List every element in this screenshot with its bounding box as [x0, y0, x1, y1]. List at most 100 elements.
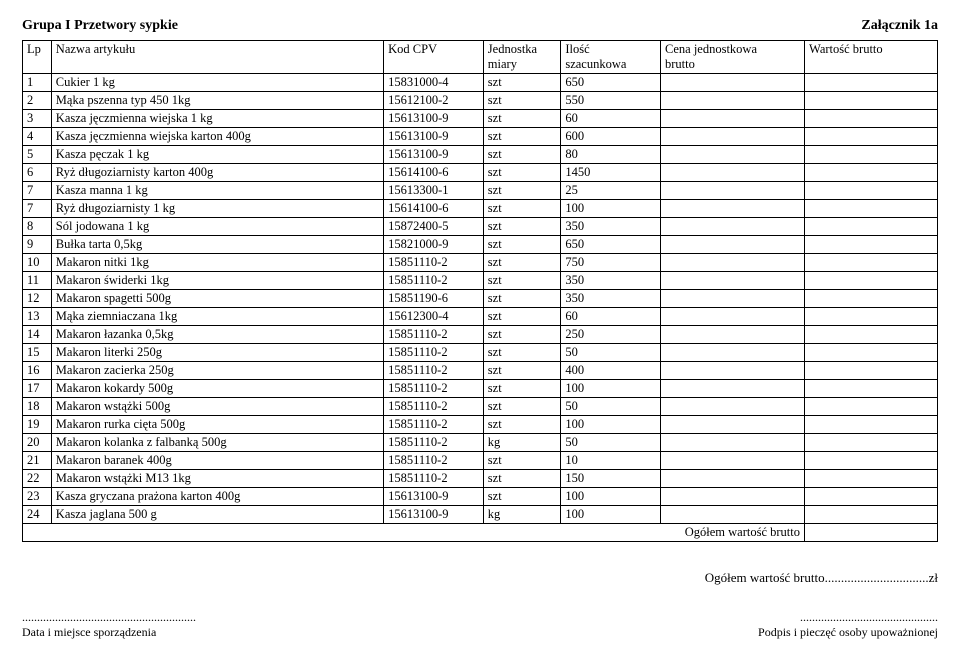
cell-unit: szt — [483, 236, 561, 254]
cell-value — [805, 488, 938, 506]
cell-price — [661, 128, 805, 146]
cell-price — [661, 92, 805, 110]
cell-lp: 16 — [23, 362, 52, 380]
col-name: Nazwa artykułu — [51, 41, 383, 74]
cell-value — [805, 452, 938, 470]
cell-unit: szt — [483, 200, 561, 218]
table-row: 17Makaron kokardy 500g15851110-2szt100 — [23, 380, 938, 398]
cell-cpv: 15851110-2 — [384, 326, 484, 344]
cell-name: Sól jodowana 1 kg — [51, 218, 383, 236]
cell-qty: 80 — [561, 146, 661, 164]
cell-value — [805, 74, 938, 92]
cell-unit: szt — [483, 110, 561, 128]
col-qty-line2: szacunkowa — [565, 57, 626, 71]
cell-value — [805, 506, 938, 524]
cell-lp: 3 — [23, 110, 52, 128]
cell-lp: 21 — [23, 452, 52, 470]
cell-unit: szt — [483, 326, 561, 344]
cell-price — [661, 290, 805, 308]
cell-unit: szt — [483, 362, 561, 380]
cell-name: Makaron wstążki M13 1kg — [51, 470, 383, 488]
cell-qty: 750 — [561, 254, 661, 272]
cell-lp: 4 — [23, 128, 52, 146]
col-unit: Jednostka miary — [483, 41, 561, 74]
cell-name: Cukier 1 kg — [51, 74, 383, 92]
table-row: 16Makaron zacierka 250g15851110-2szt400 — [23, 362, 938, 380]
table-row: 2Mąka pszenna typ 450 1kg15612100-2szt55… — [23, 92, 938, 110]
cell-name: Kasza pęczak 1 kg — [51, 146, 383, 164]
cell-cpv: 15614100-6 — [384, 164, 484, 182]
cell-price — [661, 452, 805, 470]
cell-price — [661, 182, 805, 200]
cell-qty: 60 — [561, 110, 661, 128]
cell-value — [805, 308, 938, 326]
table-row: 22Makaron wstążki M13 1kg15851110-2szt15… — [23, 470, 938, 488]
cell-cpv: 15872400-5 — [384, 218, 484, 236]
cell-name: Makaron zacierka 250g — [51, 362, 383, 380]
cell-cpv: 15614100-6 — [384, 200, 484, 218]
col-unit-line1: Jednostka — [488, 42, 537, 56]
table-row: 12Makaron spagetti 500g15851190-6szt350 — [23, 290, 938, 308]
cell-cpv: 15613100-9 — [384, 128, 484, 146]
table-row: 9Bułka tarta 0,5kg15821000-9szt650 — [23, 236, 938, 254]
cell-lp: 12 — [23, 290, 52, 308]
cell-qty: 1450 — [561, 164, 661, 182]
cell-lp: 24 — [23, 506, 52, 524]
table-row: 4Kasza jęczmienna wiejska karton 400g156… — [23, 128, 938, 146]
cell-value — [805, 218, 938, 236]
cell-lp: 15 — [23, 344, 52, 362]
cell-cpv: 15613100-9 — [384, 146, 484, 164]
sig-right-label: Podpis i pieczęć osoby upoważnionej — [758, 625, 938, 639]
cell-value — [805, 416, 938, 434]
table-row: 10Makaron nitki 1kg15851110-2szt750 — [23, 254, 938, 272]
cell-price — [661, 326, 805, 344]
cell-name: Makaron baranek 400g — [51, 452, 383, 470]
cell-lp: 9 — [23, 236, 52, 254]
cell-price — [661, 254, 805, 272]
cell-qty: 250 — [561, 326, 661, 344]
cell-cpv: 15612300-4 — [384, 308, 484, 326]
cell-qty: 350 — [561, 290, 661, 308]
cell-cpv: 15851190-6 — [384, 290, 484, 308]
cell-cpv: 15613100-9 — [384, 506, 484, 524]
table-row: 14Makaron łazanka 0,5kg15851110-2szt250 — [23, 326, 938, 344]
cell-lp: 8 — [23, 218, 52, 236]
cell-name: Makaron spagetti 500g — [51, 290, 383, 308]
table-row: 18Makaron wstążki 500g15851110-2szt50 — [23, 398, 938, 416]
cell-unit: szt — [483, 470, 561, 488]
signature-left: ........................................… — [22, 610, 196, 640]
cell-price — [661, 434, 805, 452]
cell-price — [661, 164, 805, 182]
signature-row: ........................................… — [22, 610, 938, 640]
cell-qty: 350 — [561, 218, 661, 236]
cell-qty: 350 — [561, 272, 661, 290]
cell-value — [805, 200, 938, 218]
table-row: 3Kasza jęczmienna wiejska 1 kg15613100-9… — [23, 110, 938, 128]
cell-qty: 550 — [561, 92, 661, 110]
cell-value — [805, 146, 938, 164]
cell-unit: szt — [483, 92, 561, 110]
cell-cpv: 15851110-2 — [384, 398, 484, 416]
table-row: 13Mąka ziemniaczana 1kg15612300-4szt60 — [23, 308, 938, 326]
cell-cpv: 15851110-2 — [384, 416, 484, 434]
cell-price — [661, 308, 805, 326]
table-row: 23Kasza gryczana prażona karton 400g1561… — [23, 488, 938, 506]
col-qty-line1: Ilość — [565, 42, 589, 56]
cell-name: Kasza gryczana prażona karton 400g — [51, 488, 383, 506]
table-row: 15Makaron literki 250g15851110-2szt50 — [23, 344, 938, 362]
footer-total-dots: ................................ — [825, 570, 929, 585]
cell-cpv: 15612100-2 — [384, 92, 484, 110]
group-title: Grupa I Przetwory sypkie — [22, 18, 178, 34]
cell-price — [661, 362, 805, 380]
cell-unit: szt — [483, 452, 561, 470]
col-unit-line2: miary — [488, 57, 517, 71]
cell-lp: 18 — [23, 398, 52, 416]
cell-price — [661, 200, 805, 218]
cell-unit: szt — [483, 398, 561, 416]
cell-value — [805, 362, 938, 380]
cell-price — [661, 506, 805, 524]
cell-value — [805, 182, 938, 200]
col-qty: Ilość szacunkowa — [561, 41, 661, 74]
table-total-value — [805, 524, 938, 542]
cell-unit: szt — [483, 146, 561, 164]
